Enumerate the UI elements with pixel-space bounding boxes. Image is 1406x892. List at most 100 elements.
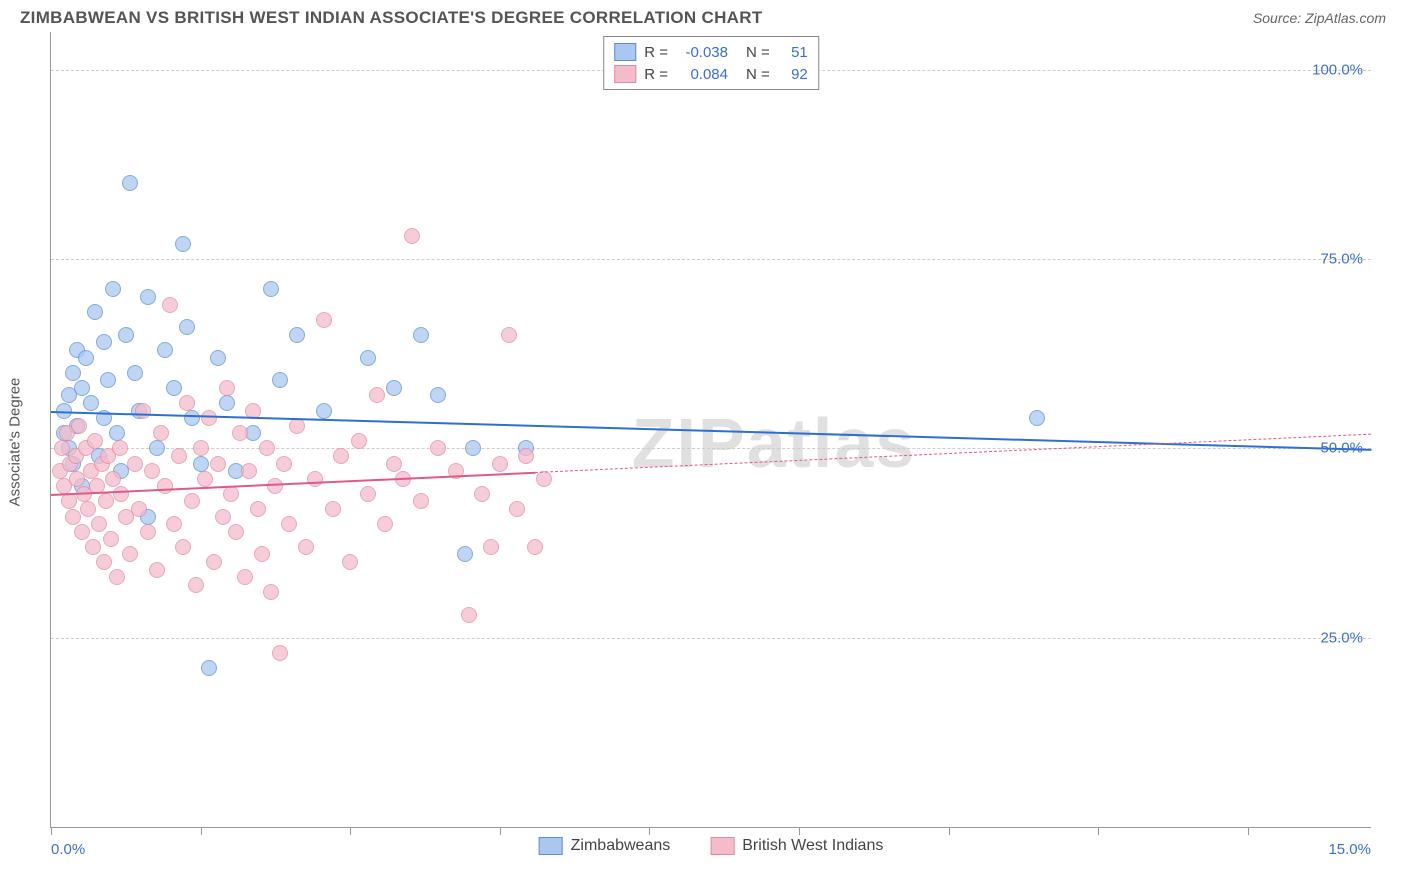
data-point bbox=[65, 365, 81, 381]
data-point bbox=[91, 516, 107, 532]
data-point bbox=[74, 524, 90, 540]
legend-r-label: R = bbox=[644, 44, 668, 61]
data-point bbox=[483, 539, 499, 555]
data-point bbox=[298, 539, 314, 555]
data-point bbox=[404, 228, 420, 244]
data-point bbox=[122, 175, 138, 191]
gridline bbox=[51, 638, 1371, 639]
data-point bbox=[179, 319, 195, 335]
data-point bbox=[1029, 410, 1045, 426]
data-point bbox=[171, 448, 187, 464]
data-point bbox=[316, 403, 332, 419]
data-point bbox=[162, 297, 178, 313]
legend-row: R =0.084N =92 bbox=[614, 63, 808, 85]
data-point bbox=[201, 410, 217, 426]
data-point bbox=[157, 342, 173, 358]
data-point bbox=[135, 403, 151, 419]
data-point bbox=[241, 463, 257, 479]
data-point bbox=[140, 524, 156, 540]
data-point bbox=[157, 478, 173, 494]
data-point bbox=[259, 440, 275, 456]
data-point bbox=[254, 546, 270, 562]
legend-item: Zimbabweans bbox=[539, 837, 671, 855]
data-point bbox=[96, 554, 112, 570]
data-point bbox=[127, 456, 143, 472]
data-point bbox=[210, 350, 226, 366]
data-point bbox=[307, 471, 323, 487]
data-point bbox=[413, 493, 429, 509]
data-point bbox=[509, 501, 525, 517]
chart-container: Associate's Degree ZIPatlas 25.0%50.0%75… bbox=[50, 32, 1386, 852]
data-point bbox=[149, 562, 165, 578]
data-point bbox=[325, 501, 341, 517]
legend-swatch bbox=[539, 837, 563, 855]
data-point bbox=[197, 471, 213, 487]
y-tick-label: 75.0% bbox=[1320, 251, 1363, 268]
legend-swatch bbox=[614, 43, 636, 61]
gridline bbox=[51, 259, 1371, 260]
data-point bbox=[193, 456, 209, 472]
legend-top: R = -0.038 N = 51 R =0.084N =92 bbox=[603, 36, 819, 90]
legend-bottom: Zimbabweans British West Indians bbox=[539, 837, 884, 855]
x-tick bbox=[500, 827, 501, 835]
x-tick bbox=[1248, 827, 1249, 835]
data-point bbox=[140, 289, 156, 305]
data-point bbox=[430, 387, 446, 403]
data-point bbox=[103, 531, 119, 547]
data-point bbox=[219, 380, 235, 396]
data-point bbox=[61, 493, 77, 509]
data-point bbox=[109, 569, 125, 585]
x-tick bbox=[350, 827, 351, 835]
data-point bbox=[518, 448, 534, 464]
data-point bbox=[98, 493, 114, 509]
data-point bbox=[263, 281, 279, 297]
data-point bbox=[386, 456, 402, 472]
data-point bbox=[386, 380, 402, 396]
y-tick-label: 25.0% bbox=[1320, 629, 1363, 646]
data-point bbox=[74, 380, 90, 396]
data-point bbox=[289, 327, 305, 343]
data-point bbox=[65, 509, 81, 525]
data-point bbox=[83, 395, 99, 411]
watermark: ZIPatlas bbox=[632, 403, 916, 483]
data-point bbox=[153, 425, 169, 441]
legend-swatch bbox=[614, 65, 636, 83]
data-point bbox=[112, 440, 128, 456]
data-point bbox=[166, 516, 182, 532]
legend-row: R =-0.038N =51 bbox=[614, 41, 808, 63]
data-point bbox=[118, 327, 134, 343]
x-axis-min-label: 0.0% bbox=[51, 841, 85, 858]
data-point bbox=[184, 410, 200, 426]
data-point bbox=[87, 433, 103, 449]
legend-r-value: -0.038 bbox=[676, 44, 728, 61]
data-point bbox=[492, 456, 508, 472]
data-point bbox=[175, 236, 191, 252]
data-point bbox=[351, 433, 367, 449]
data-point bbox=[80, 501, 96, 517]
data-point bbox=[193, 440, 209, 456]
legend-n-value: 51 bbox=[778, 44, 808, 61]
x-tick bbox=[799, 827, 800, 835]
chart-title: ZIMBABWEAN VS BRITISH WEST INDIAN ASSOCI… bbox=[20, 8, 763, 28]
legend-series-name: Zimbabweans bbox=[571, 837, 671, 855]
data-point bbox=[501, 327, 517, 343]
data-point bbox=[219, 395, 235, 411]
x-tick bbox=[1098, 827, 1099, 835]
data-point bbox=[267, 478, 283, 494]
data-point bbox=[206, 554, 222, 570]
data-point bbox=[474, 486, 490, 502]
data-point bbox=[215, 509, 231, 525]
data-point bbox=[100, 372, 116, 388]
data-point bbox=[457, 546, 473, 562]
data-point bbox=[144, 463, 160, 479]
legend-r-label: R = bbox=[644, 66, 668, 83]
data-point bbox=[122, 546, 138, 562]
data-point bbox=[184, 493, 200, 509]
data-point bbox=[360, 350, 376, 366]
legend-item: British West Indians bbox=[710, 837, 883, 855]
data-point bbox=[465, 440, 481, 456]
legend-n-label: N = bbox=[746, 66, 770, 83]
plot-area: ZIPatlas 25.0%50.0%75.0%100.0%R =-0.038N… bbox=[50, 32, 1371, 828]
data-point bbox=[201, 660, 217, 676]
data-point bbox=[149, 440, 165, 456]
